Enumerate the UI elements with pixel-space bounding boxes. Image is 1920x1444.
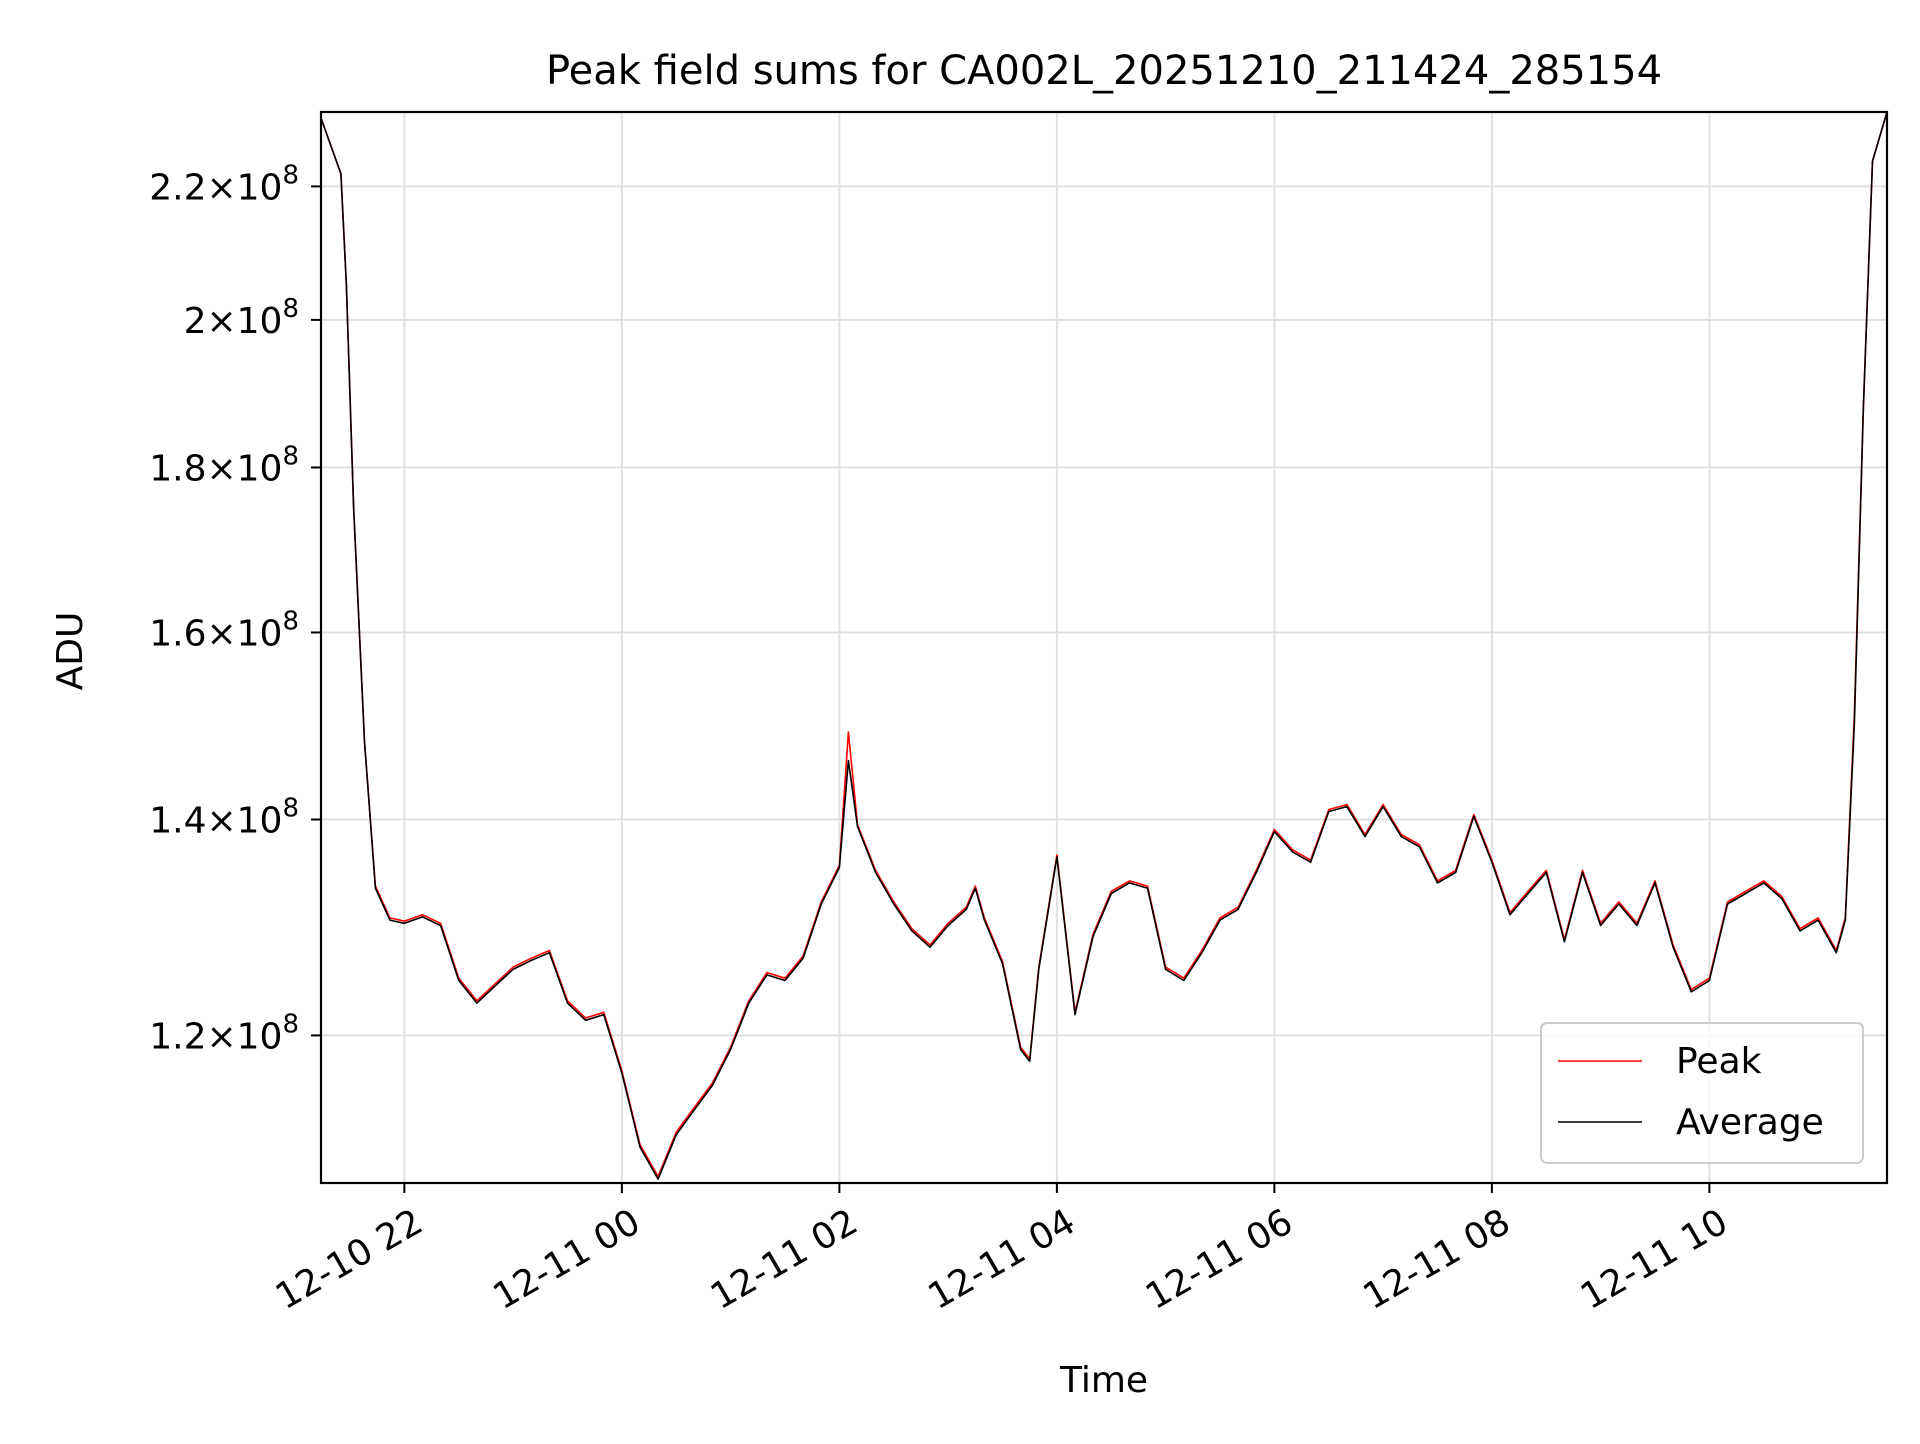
series-line-average: [320, 111, 1888, 1180]
grid-layer: [321, 112, 1887, 1183]
y-tick-label: 1.6×108: [149, 606, 299, 654]
series-layer: [320, 111, 1888, 1180]
x-axis-label: Time: [1059, 1360, 1148, 1401]
y-axis-label: ADU: [50, 612, 91, 691]
y-tick-label: 1.8×108: [149, 441, 299, 489]
x-tick-label: 12-11 02: [704, 1201, 865, 1317]
legend-box: [1540, 1022, 1864, 1164]
legend: Peak Average: [1540, 1022, 1864, 1164]
y-tick-label: 2×108: [184, 294, 299, 342]
y-tick-label: 2.2×108: [149, 160, 299, 208]
series-line-peak: [320, 111, 1888, 1178]
legend-label-peak: Peak: [1676, 1041, 1762, 1082]
y-tick-label: 1.4×108: [149, 793, 299, 841]
plot-frame: [319, 110, 1889, 1185]
legend-label-average: Average: [1676, 1102, 1824, 1143]
x-tick-label: 12-11 04: [921, 1201, 1082, 1317]
chart-title: Peak field sums for CA002L_20251210_2114…: [546, 48, 1662, 94]
y-tick-label: 1.2×108: [149, 1009, 299, 1057]
x-tick-label: 12-11 10: [1574, 1201, 1735, 1317]
x-tick-label: 12-10 22: [269, 1201, 430, 1317]
x-tick-label: 12-11 00: [486, 1201, 647, 1317]
x-tick-label: 12-11 06: [1139, 1201, 1300, 1317]
x-tick-label: 12-11 08: [1356, 1201, 1517, 1317]
tick-layer: 12-10 22 12-11 00 12-11 02 12-11 04 12-11 06…: [149, 160, 1734, 1317]
